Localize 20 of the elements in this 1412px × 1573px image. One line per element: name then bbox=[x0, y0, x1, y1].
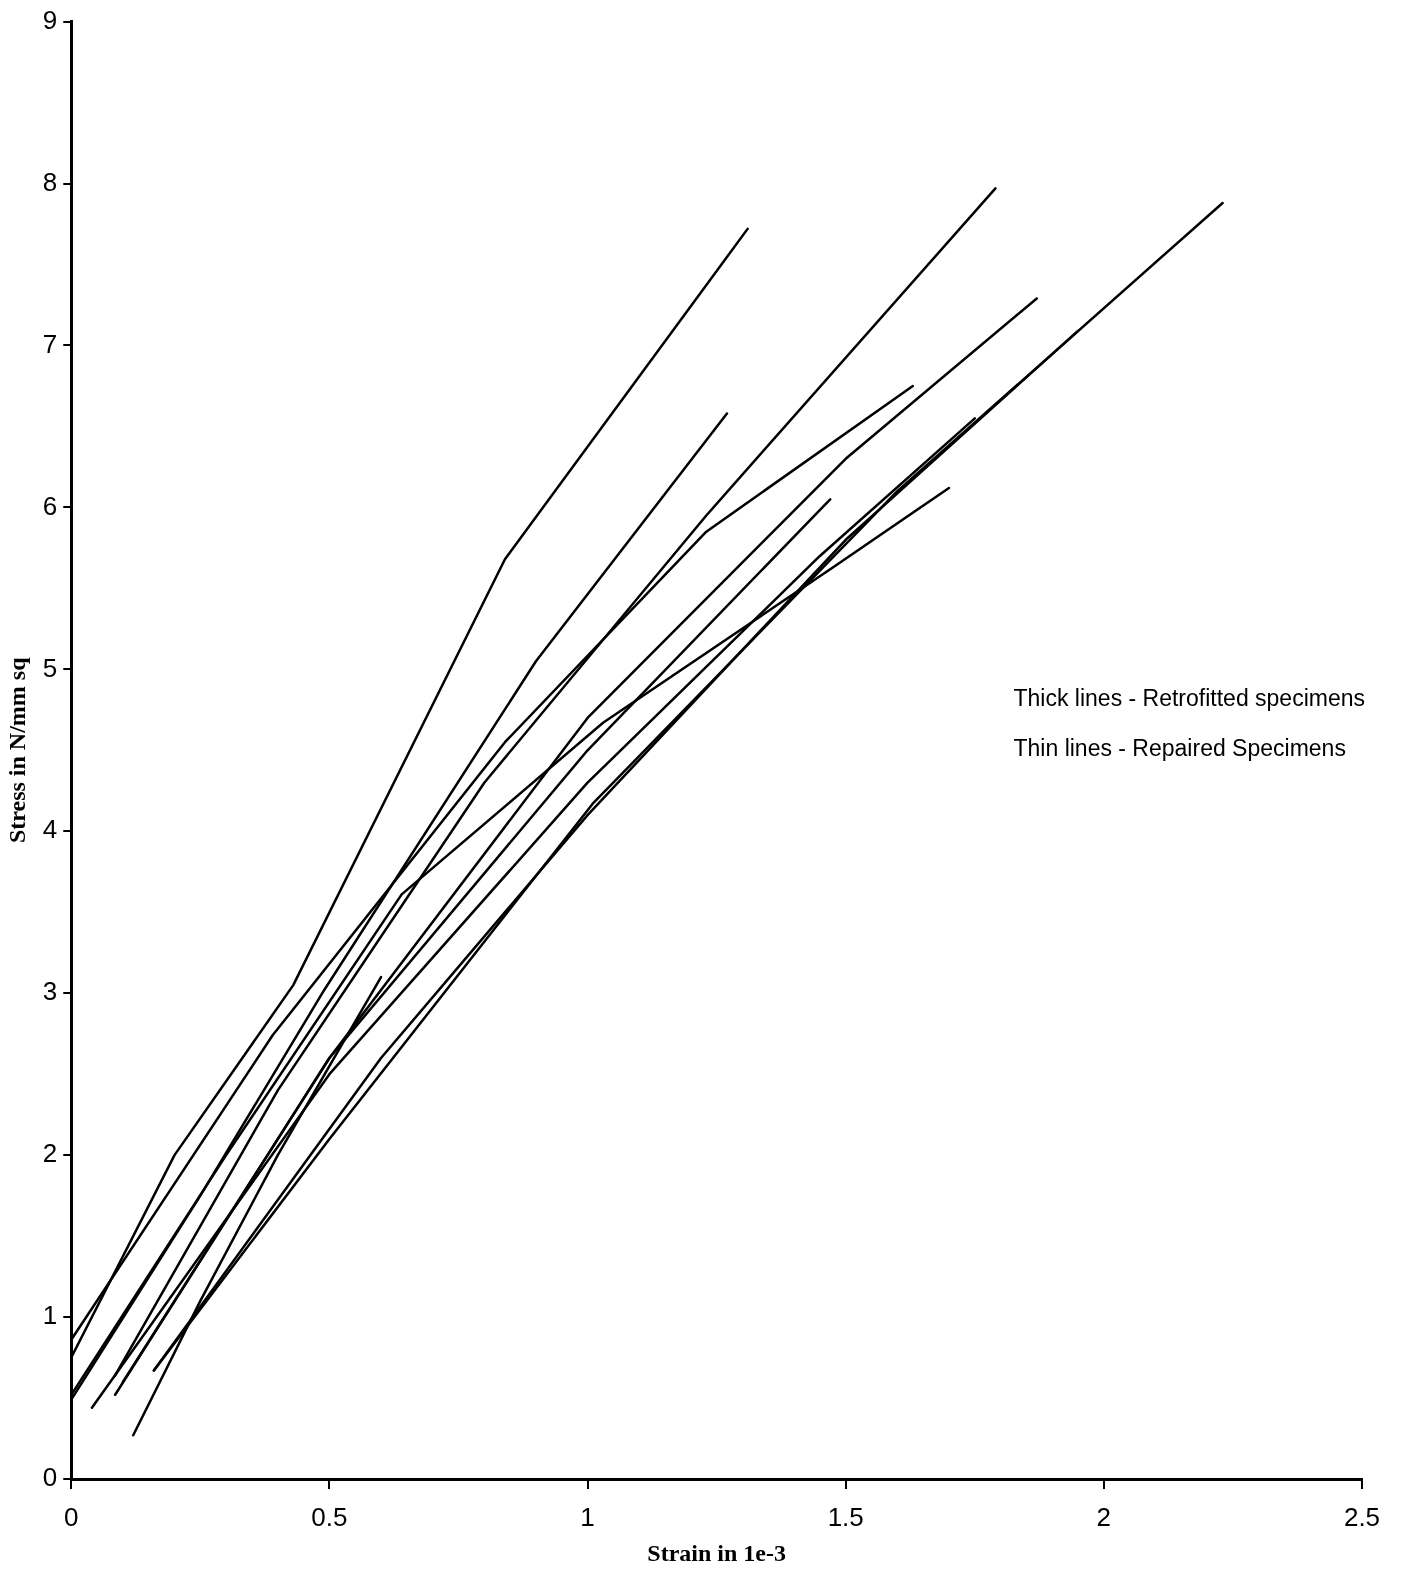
y-tick-label: 2 bbox=[42, 1138, 58, 1169]
y-tick-label: 9 bbox=[42, 4, 58, 35]
y-tick-label: 0 bbox=[42, 1462, 58, 1493]
y-tick-label: 8 bbox=[42, 166, 58, 197]
x-tick-label: 1.5 bbox=[827, 1501, 864, 1532]
x-tick-label: 1 bbox=[580, 1501, 595, 1532]
y-tick-label: 6 bbox=[42, 490, 58, 521]
y-tick-label: 3 bbox=[42, 976, 58, 1007]
y-tick-label: 1 bbox=[42, 1300, 58, 1331]
x-tick-label: 2 bbox=[1096, 1501, 1112, 1532]
y-axis-title: Stress in N/mm sq bbox=[3, 656, 30, 844]
y-tick-label: 5 bbox=[42, 652, 58, 683]
x-axis-title: Strain in 1e-3 bbox=[647, 1539, 786, 1566]
x-tick-label: 2.5 bbox=[1343, 1501, 1381, 1532]
annotation: Thin lines - Repaired Specimens bbox=[1013, 734, 1346, 761]
x-tick-label: 0.5 bbox=[311, 1501, 348, 1532]
annotation: Thick lines - Retrofitted specimens bbox=[1013, 684, 1366, 711]
y-tick-label: 4 bbox=[42, 814, 58, 845]
x-tick-label: 0 bbox=[64, 1501, 79, 1532]
y-tick-label: 7 bbox=[42, 328, 58, 359]
